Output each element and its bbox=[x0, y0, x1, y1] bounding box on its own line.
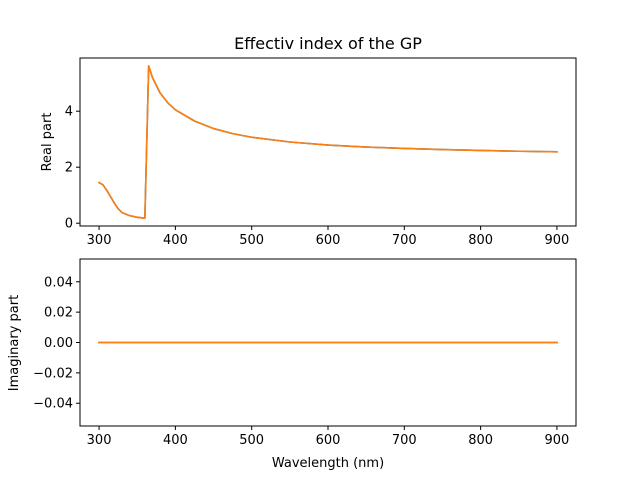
x-tick-label: 400 bbox=[163, 233, 188, 248]
chart-title: Effectiv index of the GP bbox=[234, 34, 422, 53]
x-tick-label: 700 bbox=[392, 233, 417, 248]
y-tick-label: 4 bbox=[65, 105, 73, 120]
x-tick-label: 600 bbox=[316, 433, 341, 448]
x-tick-label: 900 bbox=[545, 433, 570, 448]
x-tick-label: 300 bbox=[87, 233, 112, 248]
top-plot-area bbox=[97, 65, 558, 219]
top-subplot: Effectiv index of the GP 300 400 500 600 700… bbox=[40, 34, 577, 248]
x-tick-label: 300 bbox=[87, 433, 112, 448]
x-tick-label: 700 bbox=[392, 433, 417, 448]
series-line-2 bbox=[97, 65, 558, 219]
y-tick-label: 0.00 bbox=[44, 336, 73, 351]
x-tick-label: 800 bbox=[468, 233, 493, 248]
y-tick-label: 0.02 bbox=[44, 306, 73, 321]
bottom-subplot: 300 400 500 600 700 800 900 −0.04 −0.02 0.00 0.02 0… bbox=[7, 258, 577, 471]
x-tick-label: 500 bbox=[239, 433, 264, 448]
x-tick-label: 400 bbox=[163, 433, 188, 448]
top-ylabel: Real part bbox=[40, 113, 55, 172]
x-tick-label: 800 bbox=[468, 433, 493, 448]
y-tick-label: 0 bbox=[65, 217, 73, 232]
bottom-xlabel: Wavelength (nm) bbox=[272, 456, 384, 471]
bottom-ylabel: Imaginary part bbox=[7, 295, 22, 391]
x-tick-label: 900 bbox=[545, 233, 570, 248]
y-tick-label: −0.04 bbox=[33, 397, 73, 412]
y-tick-label: 0.04 bbox=[44, 275, 73, 290]
series-line-1 bbox=[97, 65, 558, 219]
y-tick-label: −0.02 bbox=[33, 366, 73, 381]
x-tick-label: 600 bbox=[316, 233, 341, 248]
y-tick-label: 2 bbox=[65, 161, 73, 176]
bottom-ticks: 300 400 500 600 700 800 900 −0.04 −0.02 0.00 0.02 0… bbox=[33, 275, 569, 448]
x-tick-label: 500 bbox=[239, 233, 264, 248]
top-ticks: 300 400 500 600 700 800 900 0 2 4 bbox=[65, 105, 570, 248]
